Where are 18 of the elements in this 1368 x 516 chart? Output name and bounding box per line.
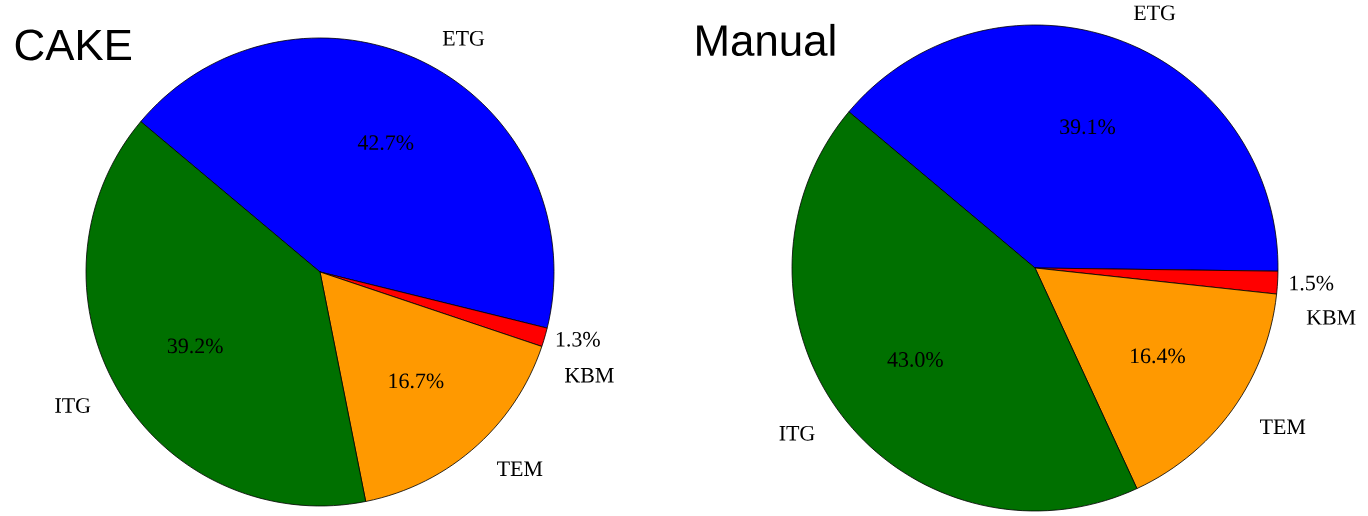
slice-label: KBM xyxy=(1306,310,1356,325)
data-label: 42.7% xyxy=(357,135,414,151)
chart-title: CAKE xyxy=(15,29,132,61)
data-label: 16.4% xyxy=(1131,348,1185,364)
data-label: 1.3% xyxy=(556,331,600,347)
slice-label: ITG xyxy=(55,398,91,413)
data-label: 16.7% xyxy=(389,373,444,389)
data-label: 39.1% xyxy=(1060,119,1116,135)
chart-title: Manual xyxy=(697,23,835,57)
slice-label: TEM xyxy=(497,461,543,476)
data-label: 39.2% xyxy=(167,338,223,354)
slice-label: KBM xyxy=(565,368,614,383)
data-label: 43.0% xyxy=(887,352,943,367)
slice-label: ETG xyxy=(1133,5,1176,21)
data-label: 1.5% xyxy=(1290,275,1334,291)
slice-label: ETG xyxy=(442,30,485,46)
slice-label: ITG xyxy=(779,425,815,441)
slice-label: TEM xyxy=(1259,419,1306,434)
